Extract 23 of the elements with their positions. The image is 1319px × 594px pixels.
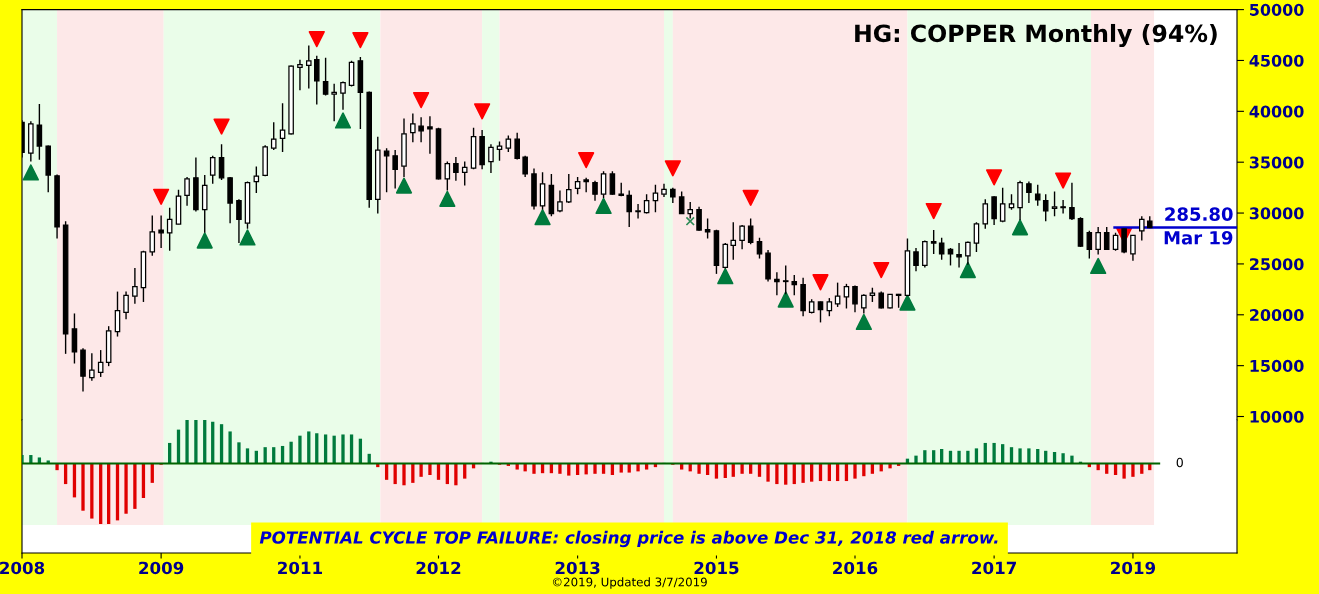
text: HG: COPPER Monthly (94%) — [855, 23, 1217, 47]
ref-line-label: 0 — [1176, 457, 1183, 468]
x-tick-label: 2009 — [139, 561, 184, 575]
text: POTENTIAL CYCLE TOP FAILURE: closing price is above Dec 31, 2018 red arrow. — [259, 530, 998, 548]
y-tick-label: 25000 — [1250, 258, 1304, 271]
x-tick-label: 2015 — [694, 561, 739, 575]
y-tick-label: 45000 — [1249, 54, 1304, 67]
text: ©2019, Updated 3/7/2019 — [552, 577, 707, 589]
x-tick-label: 2017 — [972, 561, 1016, 575]
y-tick-label: 10000 — [1250, 410, 1304, 423]
ref-line-label: 285.80 Mar 19 — [1164, 207, 1233, 245]
y-tick-label: 40000 — [1249, 105, 1304, 118]
x-tick-label: 2019 — [1111, 561, 1156, 575]
x-tick-label: 2013 — [555, 561, 600, 575]
x-tick-label: 2012 — [416, 561, 461, 575]
y-tick-label: 50000 — [1250, 3, 1304, 16]
x-tick-label: 2011 — [278, 561, 322, 575]
y-tick-label: 35000 — [1249, 156, 1304, 169]
y-tick-label: 30000 — [1249, 207, 1304, 220]
x-tick-label: 2016 — [833, 561, 878, 575]
y-tick-label: 15000 — [1250, 359, 1304, 372]
y-tick-label: 20000 — [1250, 309, 1304, 322]
x-tick-label: 2008 — [0, 561, 45, 575]
